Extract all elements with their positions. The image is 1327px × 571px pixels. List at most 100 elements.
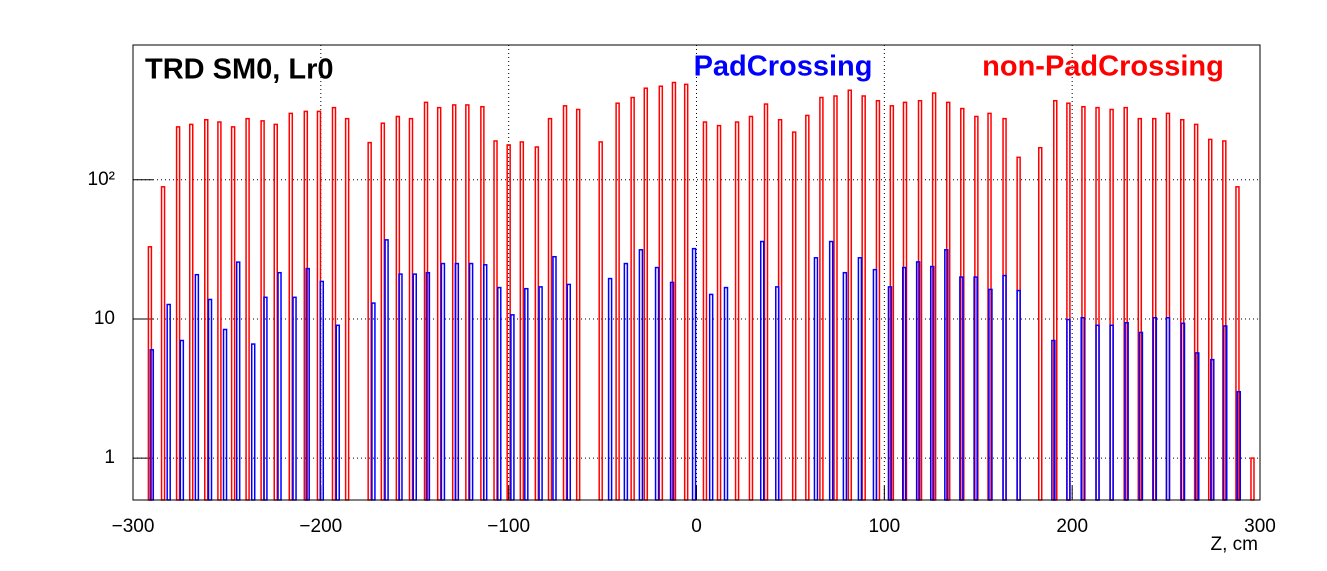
bar [1002, 274, 1007, 501]
bar [643, 87, 649, 501]
bar [188, 123, 194, 501]
bar [562, 105, 568, 501]
bar [723, 286, 729, 501]
bar [288, 112, 294, 501]
bar [408, 117, 414, 501]
bar [857, 257, 863, 501]
bar [250, 343, 256, 501]
bar [538, 286, 543, 501]
bar [384, 239, 389, 501]
bar [791, 131, 797, 501]
bar [708, 293, 714, 501]
bar [813, 257, 819, 501]
bar [1152, 316, 1158, 501]
bar [179, 339, 185, 501]
bar [805, 114, 810, 501]
bar [759, 240, 765, 501]
bar [833, 95, 838, 501]
bar [623, 262, 629, 501]
bar [1066, 318, 1071, 501]
bar [263, 296, 268, 501]
chart-title: TRD SM0, Lr0 [145, 54, 334, 86]
bar [734, 121, 740, 501]
legend-label: PadCrossing [694, 51, 873, 83]
bar [277, 271, 282, 501]
y-tick-label: 10² [88, 169, 115, 190]
bar [230, 126, 236, 501]
bar [519, 141, 525, 501]
bar [1037, 146, 1043, 501]
bar [638, 249, 644, 501]
bar [217, 121, 222, 501]
bar [1250, 457, 1255, 501]
bar [615, 102, 620, 501]
bar [763, 103, 769, 501]
bar [160, 186, 166, 501]
bar [510, 314, 515, 501]
bar [598, 141, 603, 501]
x-tick-label: −300 [112, 516, 155, 537]
bar [534, 146, 540, 501]
bar [658, 85, 664, 501]
bar [506, 144, 511, 501]
plot-frame [132, 44, 1261, 501]
bar [683, 83, 689, 501]
bar [1016, 289, 1021, 501]
bar [847, 89, 853, 501]
bar [222, 328, 228, 501]
bar [454, 262, 460, 501]
bar [630, 96, 635, 501]
bar [1095, 324, 1100, 501]
x-tick-label: 0 [691, 516, 702, 537]
bar [245, 117, 250, 501]
bar [1109, 324, 1114, 501]
bar [1165, 316, 1171, 501]
bar [552, 255, 557, 501]
bar [828, 240, 834, 501]
bar [497, 286, 502, 501]
bar [819, 96, 824, 501]
bar [716, 124, 722, 501]
bar [273, 123, 279, 501]
bar [412, 273, 417, 501]
bar [194, 273, 200, 501]
bar [566, 283, 572, 501]
bar [166, 303, 171, 501]
bar [436, 106, 442, 501]
x-axis-label: Z, cm [1211, 534, 1259, 555]
bar [292, 296, 297, 501]
bar [335, 324, 340, 501]
bar [440, 262, 446, 501]
bar [204, 118, 209, 501]
bar [207, 298, 213, 501]
x-tick-label: 300 [1244, 516, 1276, 537]
bar [702, 121, 708, 501]
bar [575, 108, 581, 501]
bar [319, 280, 325, 501]
x-tick-label: 200 [1056, 516, 1088, 537]
bar [872, 268, 878, 501]
bar [842, 271, 848, 501]
x-tick-label: −100 [487, 516, 530, 537]
bar [482, 264, 488, 501]
bar [175, 126, 181, 501]
bar [331, 106, 337, 501]
x-tick-label: −200 [299, 516, 342, 537]
x-tick-label: 100 [868, 516, 900, 537]
bar [398, 273, 403, 501]
bar [380, 122, 386, 501]
bar [235, 261, 241, 501]
bar [654, 266, 660, 501]
bar [465, 104, 470, 501]
y-tick-label: 1 [104, 447, 115, 468]
bar [524, 287, 529, 501]
legend-label: non-PadCrossing [982, 51, 1224, 83]
bar [691, 247, 697, 501]
bar [344, 117, 350, 501]
bar [607, 277, 613, 501]
bar [547, 117, 553, 501]
bar [371, 302, 376, 501]
bar [367, 141, 372, 501]
bar [861, 95, 866, 501]
